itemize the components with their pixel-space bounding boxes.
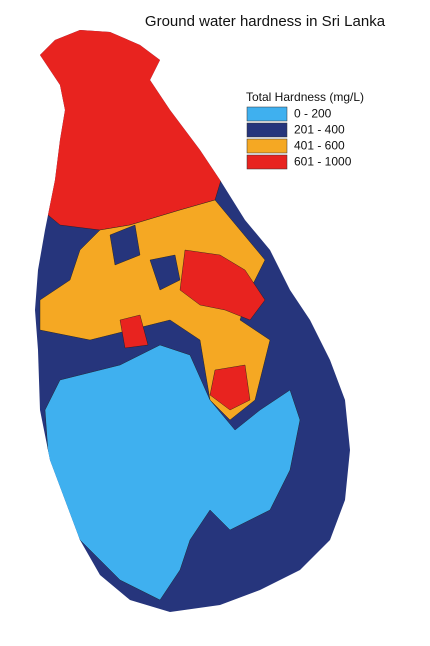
legend-swatch — [246, 138, 288, 154]
legend-label: 0 - 200 — [294, 107, 332, 121]
region — [179, 249, 266, 321]
legend-label: 201 - 400 — [294, 123, 345, 137]
legend-title: Total Hardness (mg/L) — [246, 90, 364, 104]
legend-swatch — [246, 106, 288, 122]
legend-swatch — [246, 154, 288, 170]
region — [119, 314, 149, 349]
region — [109, 224, 141, 266]
region — [35, 30, 231, 231]
region — [209, 364, 251, 411]
legend: Total Hardness (mg/L) 0 - 200 201 - 400 40… — [246, 90, 364, 170]
region — [149, 254, 181, 291]
map-title: Ground water hardness in Sri Lanka — [145, 13, 386, 30]
legend-label: 401 - 600 — [294, 139, 345, 153]
legend-swatch — [246, 122, 288, 138]
region — [44, 344, 301, 601]
legend-label: 601 - 1000 — [294, 155, 352, 169]
